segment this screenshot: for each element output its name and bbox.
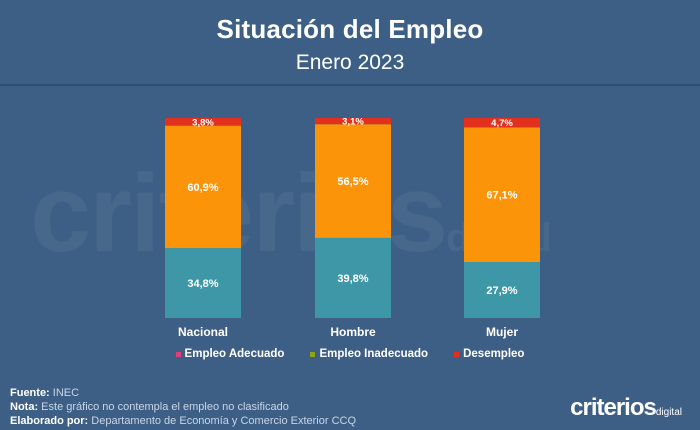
data-label-hombre-inadecuado: 56,5% bbox=[337, 176, 368, 188]
data-label-nacional-desempleo: 3,8% bbox=[192, 117, 214, 128]
header-divider bbox=[0, 84, 700, 86]
category-label-nacional: Nacional bbox=[178, 325, 228, 339]
chart-title: Situación del Empleo bbox=[216, 14, 484, 44]
bar-nacional-inadecuado bbox=[165, 125, 241, 249]
data-label-mujer-adecuado: 27,9% bbox=[486, 285, 517, 297]
legend-label-inadecuado: Empleo Inadecuado bbox=[319, 348, 429, 360]
legend-item-desempleo: Desempleo bbox=[454, 348, 524, 360]
data-label-mujer-inadecuado: 67,1% bbox=[486, 190, 517, 202]
category-label-mujer: Mujer bbox=[486, 325, 518, 339]
bar-mujer-inadecuado bbox=[464, 127, 540, 263]
data-label-nacional-inadecuado: 60,9% bbox=[187, 182, 218, 194]
chart-notes: Fuente: INEC Nota: Este gráfico no conte… bbox=[10, 386, 356, 428]
data-label-nacional-adecuado: 34,8% bbox=[187, 278, 218, 290]
chart-legend: Empleo Adecuado Empleo Inadecuado Desemp… bbox=[0, 348, 700, 360]
bar-hombre-inadecuado bbox=[315, 124, 391, 238]
chart-header: Situación del Empleo Enero 2023 bbox=[0, 14, 700, 75]
source-line: Fuente: INEC bbox=[10, 387, 80, 399]
bar-nacional-desempleo bbox=[165, 118, 241, 126]
legend-swatch-inadecuado bbox=[310, 351, 316, 357]
legend-item-inadecuado: Empleo Inadecuado bbox=[310, 348, 428, 360]
legend-label-desempleo: Desempleo bbox=[463, 348, 525, 360]
note-line: Nota: Este gráfico no contempla el emple… bbox=[10, 401, 289, 413]
legend-label-adecuado: Empleo Adecuado bbox=[184, 348, 285, 360]
bar-mujer-adecuado bbox=[464, 262, 540, 318]
author-line: Elaborado por: Departamento de Economía … bbox=[10, 415, 357, 427]
bar-nacional-adecuado bbox=[165, 248, 241, 318]
bar-hombre-adecuado bbox=[315, 237, 391, 318]
stacked-bar-chart: 34,8% 60,9% 3,8% Nacional 39,8% 56,5% 3,1% Homb… bbox=[165, 117, 540, 339]
data-label-hombre-desempleo: 3,1% bbox=[342, 117, 364, 128]
chart-subtitle: Enero 2023 bbox=[295, 51, 405, 74]
data-label-mujer-desempleo: 4,7% bbox=[491, 118, 513, 129]
bar-hombre-desempleo bbox=[315, 118, 391, 125]
legend-item-adecuado: Empleo Adecuado bbox=[175, 348, 285, 360]
data-label-hombre-adecuado: 39,8% bbox=[337, 273, 368, 285]
bar-mujer-desempleo bbox=[464, 118, 540, 128]
brand-logo: criteriosdigital bbox=[570, 394, 682, 421]
legend-swatch-adecuado bbox=[175, 351, 181, 357]
category-label-hombre: Hombre bbox=[330, 325, 376, 339]
legend-swatch-desempleo bbox=[454, 351, 460, 357]
